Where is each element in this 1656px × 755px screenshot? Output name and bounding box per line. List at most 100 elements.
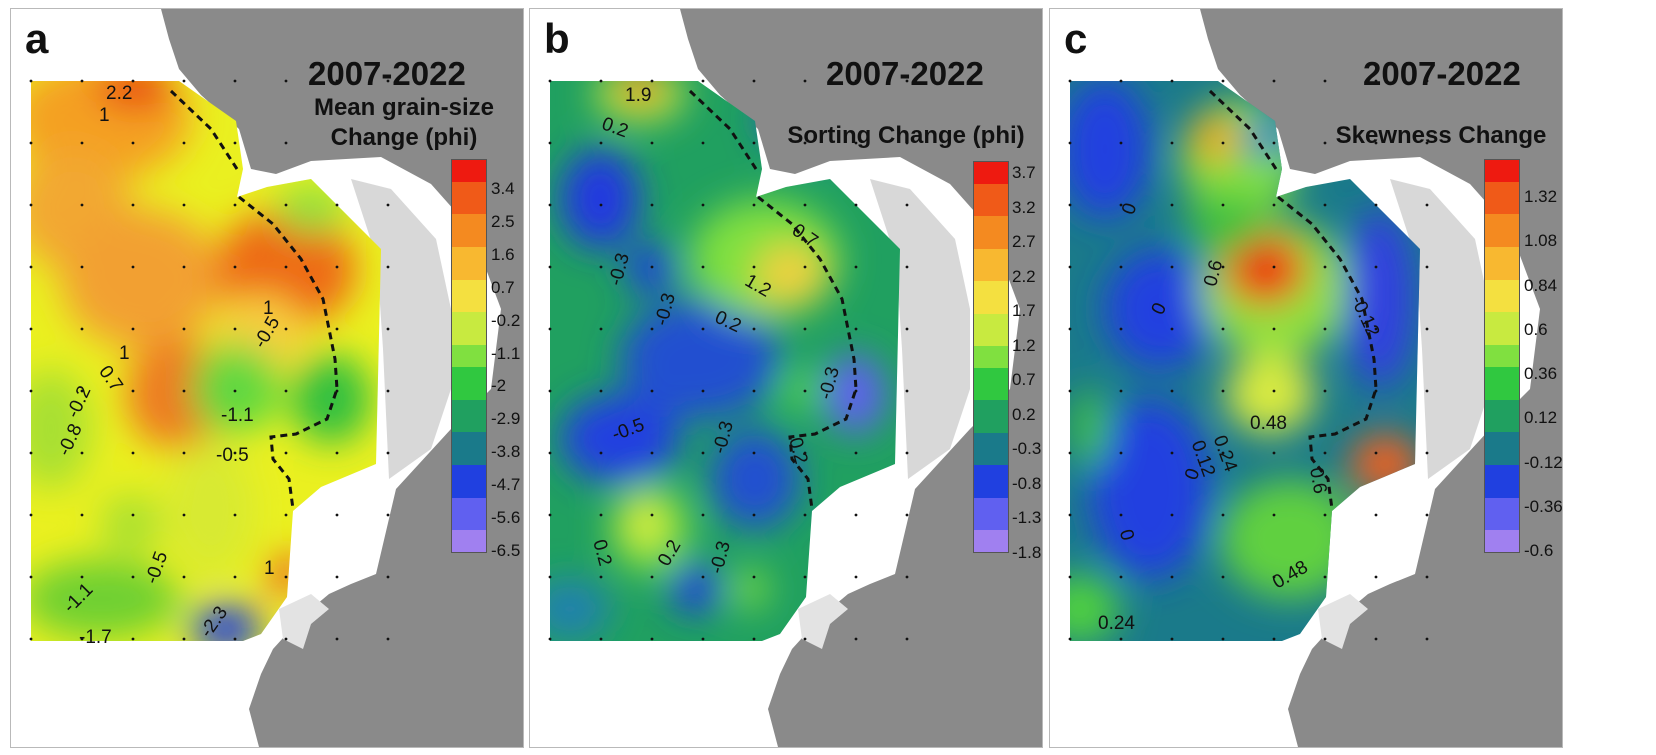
station-dot: [335, 513, 339, 517]
station-dot: [905, 575, 909, 579]
station-dot: [233, 141, 237, 145]
colorbar-tick-label: -2: [491, 376, 507, 396]
station-dot: [599, 389, 603, 393]
station-dot: [1221, 575, 1225, 579]
station-dot: [284, 389, 288, 393]
variable-title-line: Skewness Change: [1335, 122, 1547, 149]
station-dot: [905, 389, 909, 393]
station-dot: [1323, 203, 1327, 207]
station-dot: [548, 141, 552, 145]
colorbar-band: [452, 421, 486, 433]
station-dot: [854, 265, 858, 269]
station-dot: [131, 451, 135, 455]
colorbar-band: [1485, 258, 1519, 269]
colorbar-band: [1485, 203, 1519, 215]
station-dot: [284, 265, 288, 269]
boundary-dashed-line: [688, 89, 858, 510]
station-dot: [233, 513, 237, 517]
colorbar-band: [1485, 541, 1519, 553]
colorbar-band: [452, 464, 486, 476]
land-mass: [680, 9, 1042, 747]
colorbar-tick-label: 1.08: [1524, 231, 1558, 251]
station-dot: [599, 575, 603, 579]
station-dot: [80, 327, 84, 331]
station-dot: [905, 513, 909, 517]
station-dot: [335, 451, 339, 455]
colorbar-tick-label: -1.8: [1012, 543, 1042, 562]
station-dot: [1272, 203, 1276, 207]
station-dot: [1374, 451, 1378, 455]
station-dot: [1272, 141, 1276, 145]
station-dot: [701, 513, 705, 517]
station-dot: [803, 79, 807, 83]
colorbar-band: [974, 421, 1008, 433]
station-dot: [29, 451, 33, 455]
station-dot: [335, 141, 339, 145]
station-dot: [1323, 327, 1327, 331]
station-dot: [803, 203, 807, 207]
colorbar-tick-label: -0.3: [1012, 439, 1042, 459]
station-dot: [29, 265, 33, 269]
station-dot: [905, 203, 909, 207]
station-dot: [1119, 265, 1123, 269]
sampling-stations: [548, 79, 909, 641]
colorbar-band: [974, 508, 1008, 520]
colorbar-band: [1485, 334, 1519, 346]
station-dot: [1374, 265, 1378, 269]
station-dot: [335, 265, 339, 269]
colorbar-tick-label: 3.4: [491, 179, 515, 198]
station-dot: [650, 327, 654, 331]
colorbar-band: [452, 475, 486, 487]
colorbar-tick-label: -0.12: [1524, 452, 1563, 472]
colorbar-band: [974, 226, 1008, 238]
station-dot: [233, 389, 237, 393]
station-dot: [548, 203, 552, 207]
colorbar-band: [452, 530, 486, 542]
station-dot: [599, 141, 603, 145]
station-dot: [548, 79, 552, 83]
land-mass: [1200, 9, 1562, 747]
colorbar-band: [1485, 377, 1519, 389]
station-dot: [752, 327, 756, 331]
panel-b: 1.9 0.2 0.7 -0.3 -0.3 1.2 0.2 -0.3 -0.5 …: [529, 8, 1043, 748]
sampling-stations: [1068, 79, 1429, 641]
colorbar-band: [1485, 432, 1519, 444]
station-dot: [80, 79, 84, 83]
colorbar: [973, 161, 1009, 553]
colorbar-band: [974, 519, 1008, 531]
variable-title-line: Sorting Change (phi): [787, 122, 1025, 149]
station-dot: [905, 265, 909, 269]
station-dot: [752, 451, 756, 455]
colorbar-band: [1485, 214, 1519, 226]
station-dot: [284, 79, 288, 83]
station-dot: [1221, 265, 1225, 269]
sampling-stations: [29, 79, 390, 641]
station-dot: [131, 265, 135, 269]
station-dot: [1323, 141, 1327, 145]
station-dot: [701, 327, 705, 331]
station-dot: [1374, 575, 1378, 579]
station-dot: [131, 575, 135, 579]
colorbar-band: [974, 205, 1008, 217]
station-dot: [548, 513, 552, 517]
station-dot: [1323, 575, 1327, 579]
colorbar-band: [1485, 160, 1519, 171]
map-c: 0 0.6 -0.12 0 0.48 0.24 0.12 0 0.6 0 0.4…: [1068, 9, 1562, 747]
station-dot: [803, 575, 807, 579]
colorbar-band: [1485, 399, 1519, 411]
colorbar-band: [452, 432, 486, 444]
colorbar-band: [452, 519, 486, 531]
station-dot: [548, 637, 552, 641]
station-dot: [1119, 513, 1123, 517]
colorbar-band: [1485, 519, 1519, 531]
station-dot: [1119, 203, 1123, 207]
station-dot: [1170, 451, 1174, 455]
station-dot: [182, 389, 186, 393]
colorbar: [451, 159, 487, 553]
colorbar-band: [452, 268, 486, 280]
station-dot: [548, 451, 552, 455]
station-dot: [1170, 513, 1174, 517]
colorbar-band: [974, 454, 1008, 466]
station-dot: [284, 327, 288, 331]
colorbar-tick-label: 2.5: [491, 211, 515, 231]
